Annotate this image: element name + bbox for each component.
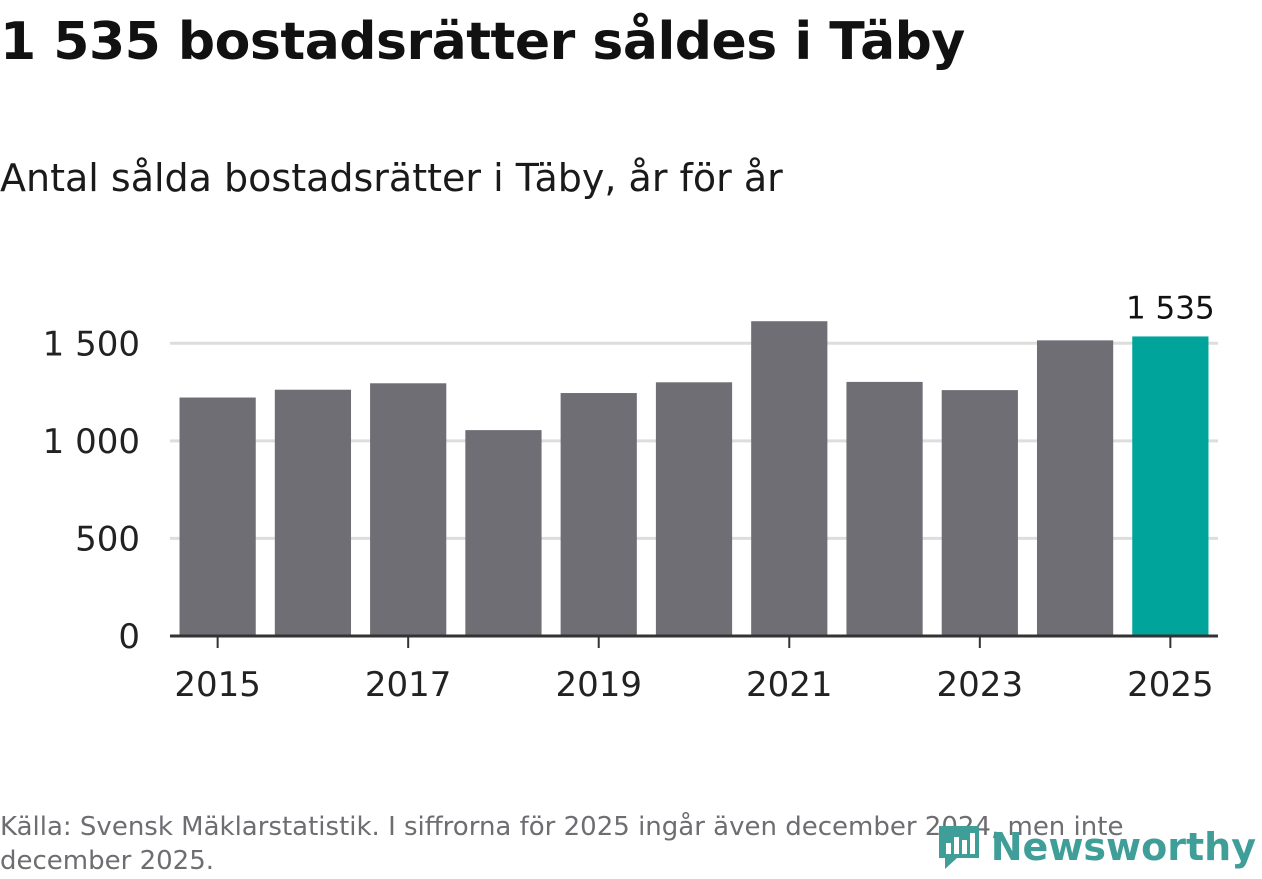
bar-2020 <box>655 382 733 636</box>
x-tick-label: 2025 <box>1127 665 1214 705</box>
bar-2023 <box>941 390 1018 636</box>
chart-subtitle: Antal sålda bostadsrätter i Täby, år för… <box>0 156 783 200</box>
bar-2024 <box>1036 340 1114 636</box>
source-note: Källa: Svensk Mäklarstatistik. I siffror… <box>0 812 1124 876</box>
x-axis-tick-labels: 2015 2017 2019 2021 2023 2025 <box>174 665 1213 705</box>
x-tick-label: 2019 <box>555 665 642 705</box>
bar-2025 <box>1132 336 1209 636</box>
y-axis-tick-labels: 0 500 1 000 1 500 <box>43 324 140 657</box>
page-title: 1 535 bostadsrätter såldes i Täby <box>0 12 965 72</box>
y-tick-label: 1 000 <box>43 422 140 462</box>
bar-2019 <box>560 393 637 636</box>
bars <box>179 321 1209 636</box>
y-tick-label: 1 500 <box>43 324 140 364</box>
x-tick-label: 2017 <box>365 665 452 705</box>
newsworthy-logo-icon <box>935 822 983 872</box>
brand-logo: Newsworthy <box>935 822 1256 872</box>
data-labels: 1 535 <box>1126 290 1215 326</box>
brand-name: Newsworthy <box>990 825 1256 869</box>
y-tick-label: 500 <box>75 519 140 559</box>
x-tick-label: 2023 <box>937 665 1024 705</box>
x-axis <box>170 634 1218 648</box>
bar-2022 <box>846 381 923 636</box>
bar-2015 <box>179 397 256 636</box>
bar-2018 <box>465 430 542 636</box>
data-label: 1 535 <box>1126 290 1215 326</box>
y-tick-label: 0 <box>118 617 140 657</box>
bar-2021 <box>751 321 828 636</box>
bar-2016 <box>274 389 352 636</box>
x-tick-label: 2021 <box>746 665 833 705</box>
x-tick-label: 2015 <box>174 665 261 705</box>
bar-2017 <box>370 383 447 636</box>
